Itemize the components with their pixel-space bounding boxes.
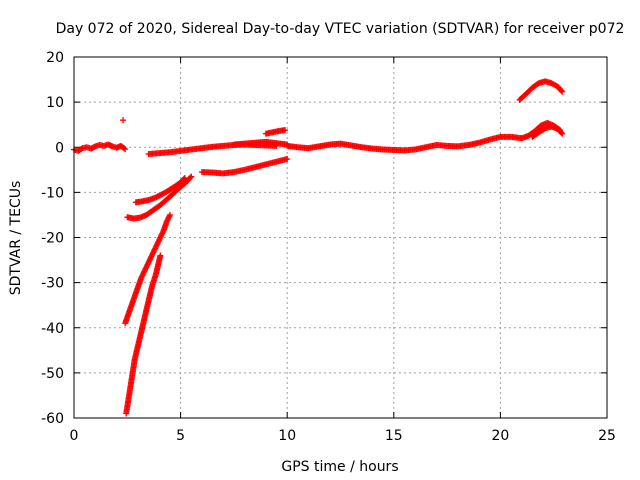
y-tick-label: -60 [41, 411, 64, 427]
y-tick-label: -10 [41, 185, 64, 201]
y-tick-label: -20 [41, 231, 64, 247]
data-point [187, 174, 194, 181]
chart-title: Day 072 of 2020, Sidereal Day-to-day VTE… [56, 21, 625, 37]
x-tick-label: 10 [278, 428, 296, 444]
y-tick-label: 10 [46, 95, 64, 111]
y-axis-label: SDTVAR / TECUs [8, 181, 24, 296]
tick-layer: 0 5 10 15 20 25 20 10 0 -10 -20 -30 -40 -50 -60 [41, 50, 616, 444]
data-point [282, 127, 289, 134]
x-tick-label: 15 [385, 428, 403, 444]
data-marks [71, 78, 566, 417]
y-tick-label: 0 [55, 140, 64, 156]
data-point [558, 87, 565, 94]
data-point [284, 155, 291, 162]
data-point [181, 174, 188, 181]
data-point [166, 211, 173, 218]
x-tick-label: 5 [176, 428, 185, 444]
x-tick-label: 20 [491, 428, 509, 444]
data-point [157, 252, 164, 259]
data-point [122, 146, 129, 153]
plot-frame [73, 56, 608, 419]
data-point [121, 145, 128, 152]
y-tick-label: -40 [41, 321, 64, 337]
x-tick-label: 0 [70, 428, 79, 444]
data-point [120, 117, 127, 124]
grid-layer [74, 57, 607, 418]
x-tick-label: 25 [598, 428, 616, 444]
data-point [188, 173, 195, 180]
y-tick-label: 20 [46, 50, 64, 66]
data-point [559, 88, 566, 95]
data-point [181, 175, 188, 182]
y-tick-label: -50 [41, 366, 64, 382]
x-axis-label: GPS time / hours [281, 459, 398, 475]
y-tick-label: -30 [41, 276, 64, 292]
data-point [559, 130, 566, 137]
data-point [558, 129, 565, 136]
